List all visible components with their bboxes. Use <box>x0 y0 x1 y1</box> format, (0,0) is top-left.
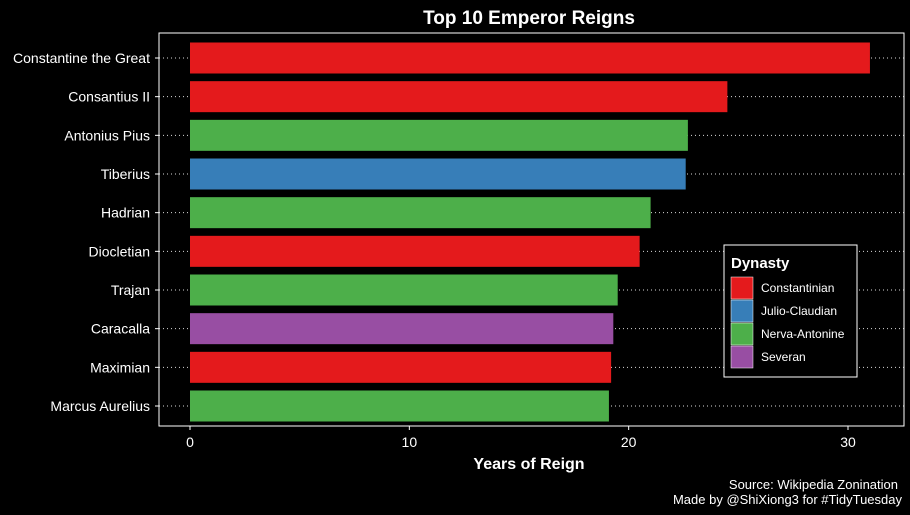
bar <box>190 313 614 345</box>
x-tick-label: 10 <box>402 434 418 450</box>
y-tick-label: Constantine the Great <box>13 50 150 66</box>
x-tick-label: 0 <box>186 434 194 450</box>
legend-label: Julio-Claudian <box>761 304 837 318</box>
legend: Dynasty Constantinian Julio-Claudian Nerva… <box>723 244 858 378</box>
y-axis-tick-labels: Constantine the Great Consantius II Antoni… <box>13 50 159 414</box>
x-tick-label: 30 <box>840 434 856 450</box>
legend-swatch <box>730 299 754 323</box>
bars <box>190 42 870 422</box>
y-tick-label: Tiberius <box>101 166 150 182</box>
chart-title: Top 10 Emperor Reigns <box>423 8 635 29</box>
y-tick-label: Maximian <box>90 359 150 375</box>
x-axis-label: Years of Reign <box>473 456 584 473</box>
bar <box>190 351 612 383</box>
legend-title: Dynasty <box>731 255 790 272</box>
y-tick-label: Antonius Pius <box>64 127 150 143</box>
legend-label: Constantinian <box>761 281 834 295</box>
bar <box>190 390 609 422</box>
bar <box>190 42 870 74</box>
legend-label: Severan <box>761 350 806 364</box>
bar <box>190 119 688 151</box>
caption-source: Source: Wikipedia Zonination <box>729 477 898 492</box>
plot-panel-border <box>158 32 905 427</box>
x-tick-label: 20 <box>621 434 637 450</box>
y-tick-label: Hadrian <box>101 205 150 221</box>
caption-credit: Made by @ShiXiong3 for #TidyTuesday <box>673 492 903 507</box>
legend-items: Constantinian Julio-Claudian Nerva-Antonin… <box>730 276 845 369</box>
x-axis-ticks: 0 10 20 30 <box>186 426 856 450</box>
y-tick-label: Caracalla <box>91 321 150 337</box>
y-tick-label: Trajan <box>111 282 150 298</box>
legend-swatch <box>730 345 754 369</box>
bar <box>190 158 686 190</box>
bar <box>190 197 651 229</box>
bar <box>190 274 618 306</box>
y-tick-label: Marcus Aurelius <box>50 398 150 414</box>
y-tick-label: Consantius II <box>68 89 150 105</box>
legend-swatch <box>730 322 754 346</box>
y-tick-label: Diocletian <box>89 243 150 259</box>
bar <box>190 235 640 267</box>
legend-swatch <box>730 276 754 300</box>
bar <box>190 81 728 113</box>
legend-label: Nerva-Antonine <box>761 327 845 341</box>
